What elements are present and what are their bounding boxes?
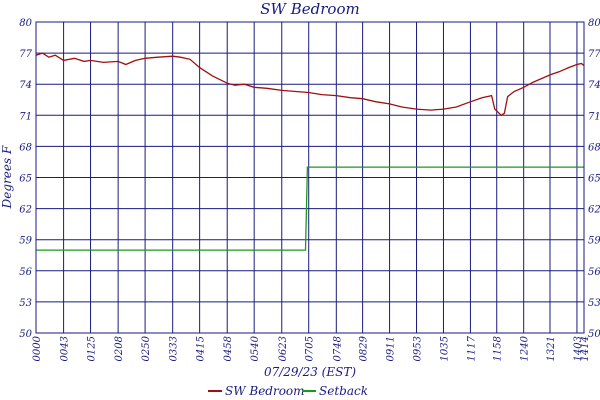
y-tick-label-right: 74 — [588, 80, 600, 91]
x-tick-label: 0623 — [278, 336, 289, 361]
chart-title: SW Bedroom — [260, 0, 359, 18]
y-tick-label-right: 68 — [588, 142, 600, 153]
y-tick-label-left: 59 — [19, 236, 32, 247]
y-tick-label-left: 50 — [19, 329, 32, 340]
y-axis-title: Degrees F — [0, 145, 14, 209]
grid — [35, 21, 585, 334]
series-line-setback — [36, 166, 584, 251]
x-tick-label: 0250 — [141, 335, 152, 361]
x-tick-label: 0540 — [250, 335, 261, 361]
y-tick-label-left: 53 — [19, 298, 32, 309]
x-tick-label: 1117 — [466, 335, 477, 361]
x-tick-label: 1158 — [493, 336, 504, 361]
x-tick-label: 0333 — [169, 336, 180, 361]
x-tick-label: 0125 — [87, 336, 98, 361]
x-tick-label: 0829 — [359, 335, 370, 361]
y-tick-label-right: 50 — [588, 329, 600, 340]
x-tick-label: 1035 — [439, 336, 450, 361]
y-tick-labels-left: 50 53 56 59 62 65 68 71 74 77 80 — [19, 18, 32, 340]
y-tick-label-left: 71 — [19, 111, 32, 122]
x-tick-label: 0043 — [60, 336, 71, 361]
x-tick-label: 0458 — [223, 336, 234, 361]
y-tick-label-left: 68 — [19, 142, 32, 153]
series-line-sw-bedroom — [35, 52, 585, 117]
y-tick-label-left: 77 — [19, 49, 32, 60]
y-tick-label-right: 59 — [588, 236, 600, 247]
x-tick-label: 0000 — [32, 335, 43, 361]
x-axis-title: 07/29/23 (EST) — [264, 365, 356, 379]
x-tick-label: 0705 — [305, 336, 316, 361]
y-tick-label-right: 56 — [588, 267, 600, 278]
x-tick-label: 1414 — [580, 336, 591, 361]
y-tick-label-right: 71 — [588, 111, 600, 122]
y-tick-label-right: 65 — [588, 174, 600, 185]
legend-label-sw-bedroom: SW Bedroom — [225, 384, 305, 398]
x-tick-label: 1240 — [520, 335, 531, 361]
y-tick-label-left: 65 — [19, 174, 32, 185]
y-tick-label-left: 74 — [19, 80, 32, 91]
legend: SW Bedroom Setback — [208, 384, 368, 398]
y-tick-label-left: 80 — [19, 18, 32, 29]
y-tick-label-left: 62 — [19, 205, 32, 216]
x-tick-label: 0911 — [386, 336, 397, 361]
x-tick-label: 0953 — [413, 336, 424, 361]
x-tick-label: 1321 — [546, 336, 557, 361]
x-tick-label: 0208 — [114, 336, 125, 361]
x-tick-labels: 0000 0043 0125 0208 0250 0333 0415 0458 0540 0623… — [32, 335, 591, 361]
plot-frame — [35, 21, 585, 334]
x-tick-label: 1403 — [573, 336, 584, 361]
y-tick-label-right: 62 — [588, 205, 600, 216]
y-tick-label-right: 53 — [588, 298, 600, 309]
y-tick-labels-right: 50 53 56 59 62 65 68 71 74 77 80 — [588, 18, 600, 340]
y-tick-label-right: 77 — [588, 49, 600, 60]
y-tick-label-right: 80 — [588, 18, 600, 29]
y-tick-label-left: 56 — [19, 267, 32, 278]
x-tick-label: 0415 — [196, 336, 207, 361]
series-lines — [35, 52, 585, 251]
x-tick-label: 0748 — [332, 336, 343, 361]
legend-label-setback: Setback — [319, 384, 368, 398]
